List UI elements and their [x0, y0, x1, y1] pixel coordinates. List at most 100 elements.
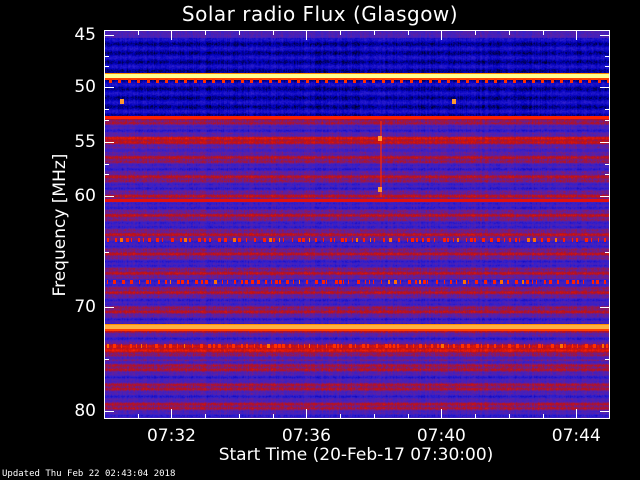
- dot-73.7mhz: [121, 344, 122, 349]
- dot-67.7mhz: [419, 280, 421, 285]
- x-minor-tick: [340, 414, 342, 419]
- dot-63.9mhz: [315, 238, 317, 243]
- dot-67.7mhz: [286, 280, 289, 285]
- x-minor-tick: [373, 414, 375, 419]
- dot-73.7mhz: [393, 344, 395, 349]
- dot-63.9mhz: [309, 238, 310, 243]
- dot-63.9mhz: [218, 238, 221, 243]
- pulse-49.3mhz: [475, 78, 479, 83]
- dot-67.7mhz: [388, 280, 390, 285]
- y-minor-tick: [104, 251, 109, 253]
- dot-63.9mhz: [427, 238, 430, 243]
- dot-63.9mhz: [422, 238, 424, 243]
- dot-63.9mhz: [407, 238, 408, 243]
- dot-63.9mhz: [527, 238, 530, 243]
- dot-67.7mhz: [130, 280, 133, 285]
- dot-67.7mhz: [381, 280, 382, 285]
- pulse-49.3mhz: [259, 78, 263, 83]
- dot-67.7mhz: [195, 280, 198, 285]
- dot-73.7mhz: [213, 344, 215, 349]
- dot-73.7mhz: [585, 344, 588, 349]
- dot-67.7mhz: [450, 280, 452, 285]
- dot-73.7mhz: [267, 344, 270, 349]
- dot-63.9mhz: [509, 238, 511, 243]
- dot-73.7mhz: [184, 344, 185, 349]
- dot-67.7mhz: [245, 280, 248, 285]
- dot-63.9mhz: [466, 238, 467, 243]
- dot-67.7mhz: [373, 280, 374, 285]
- y-minor-tick: [104, 120, 109, 121]
- pulse-49.3mhz: [268, 78, 272, 83]
- dot-63.9mhz: [497, 238, 500, 243]
- dot-73.7mhz: [593, 344, 596, 349]
- pulse-49.3mhz: [325, 78, 329, 83]
- dot-73.7mhz: [337, 344, 339, 349]
- dot-73.7mhz: [192, 344, 193, 349]
- band-60.3mhz: [105, 198, 609, 202]
- dot-67.7mhz: [444, 280, 445, 285]
- dot-73.7mhz: [254, 344, 255, 349]
- dot-67.7mhz: [150, 280, 151, 285]
- dot-63.9mhz: [490, 238, 493, 243]
- x-minor-tick: [205, 414, 207, 419]
- y-tick-label: 50: [74, 77, 96, 97]
- dot-73.7mhz: [136, 344, 137, 349]
- dot-63.9mhz: [269, 238, 272, 243]
- dot-67.7mhz: [400, 280, 401, 285]
- dot-67.7mhz: [339, 280, 342, 285]
- dot-63.9mhz: [341, 238, 344, 243]
- dot-63.9mhz: [598, 238, 599, 243]
- x-major-tick: [576, 30, 578, 40]
- dot-63.9mhz: [572, 238, 573, 243]
- pulse-49.3mhz: [569, 78, 573, 83]
- dot-73.7mhz: [362, 344, 365, 349]
- spot-51.2mhz: [119, 99, 124, 105]
- pulse-49.3mhz: [466, 78, 470, 83]
- y-minor-tick: [605, 163, 610, 165]
- burst-line: [380, 121, 383, 197]
- dot-73.7mhz: [524, 344, 525, 349]
- pulse-49.3mhz: [231, 78, 235, 83]
- dot-73.7mhz: [385, 344, 388, 349]
- dot-73.7mhz: [333, 344, 336, 349]
- x-minor-tick: [475, 30, 477, 35]
- dot-73.7mhz: [529, 344, 530, 349]
- dot-73.7mhz: [494, 344, 496, 349]
- dot-63.9mhz: [302, 238, 305, 243]
- dot-73.7mhz: [218, 344, 221, 349]
- dot-73.7mhz: [274, 344, 277, 349]
- pulse-49.3mhz: [184, 78, 188, 83]
- dot-73.7mhz: [282, 344, 285, 349]
- pulse-49.3mhz: [419, 78, 423, 83]
- dot-63.9mhz: [591, 238, 592, 243]
- pulse-49.3mhz: [391, 78, 394, 83]
- dot-67.7mhz: [394, 280, 397, 285]
- pulse-49.3mhz: [560, 78, 564, 83]
- dot-63.9mhz: [585, 238, 588, 243]
- y-major-tick: [104, 35, 114, 36]
- dot-63.9mhz: [563, 238, 565, 243]
- dot-67.7mhz: [265, 280, 267, 285]
- dot-73.7mhz: [406, 344, 408, 349]
- dot-73.7mhz: [481, 344, 482, 349]
- pulse-49.3mhz: [137, 78, 141, 83]
- pulse-49.3mhz: [579, 78, 582, 83]
- dot-63.9mhz: [279, 238, 280, 243]
- dot-73.7mhz: [461, 344, 464, 349]
- y-minor-tick: [605, 251, 610, 253]
- dot-73.7mhz: [146, 344, 147, 349]
- dot-67.7mhz: [507, 280, 509, 285]
- dot-73.7mhz: [448, 344, 449, 349]
- pulse-49.3mhz: [146, 78, 150, 83]
- dot-63.9mhz: [238, 238, 241, 243]
- dot-63.9mhz: [171, 238, 174, 243]
- dot-63.9mhz: [470, 238, 473, 243]
- dot-63.9mhz: [189, 238, 191, 243]
- dot-67.7mhz: [577, 280, 579, 285]
- pulse-49.3mhz: [118, 78, 122, 83]
- pulse-49.3mhz: [550, 78, 554, 83]
- x-minor-tick: [238, 30, 240, 35]
- pulse-49.3mhz: [297, 78, 300, 83]
- dot-73.7mhz: [425, 344, 426, 349]
- dot-63.9mhz: [434, 238, 435, 243]
